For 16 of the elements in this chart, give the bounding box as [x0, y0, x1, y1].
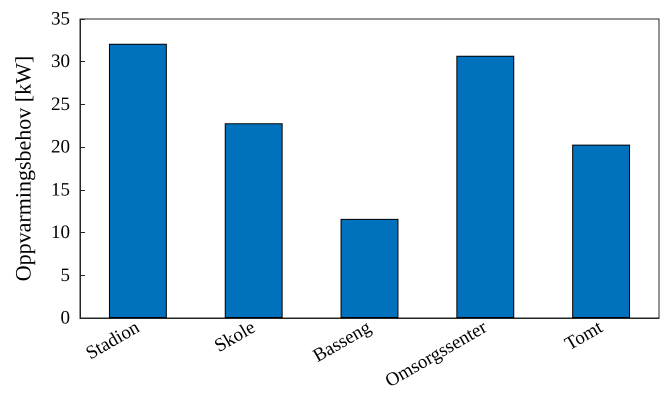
x-tick-label: Tomt — [561, 316, 607, 355]
y-tick-label: 5 — [60, 264, 70, 286]
y-tick-label: 15 — [51, 179, 70, 200]
bar — [108, 44, 167, 318]
y-tick-label: 0 — [60, 308, 70, 328]
bar — [224, 123, 283, 318]
bar — [572, 144, 630, 318]
y-tick-label: 20 — [51, 136, 70, 158]
y-tick-label: 30 — [51, 51, 70, 72]
y-axis-title: Oppvarmingsbehov [kW] — [10, 56, 36, 282]
bar — [456, 56, 514, 318]
y-tick-label: 35 — [51, 8, 70, 30]
y-tick-label: 10 — [51, 222, 70, 244]
x-tick-label: Skole — [210, 316, 259, 357]
y-tick-label: 25 — [51, 94, 70, 115]
bar — [340, 218, 398, 318]
